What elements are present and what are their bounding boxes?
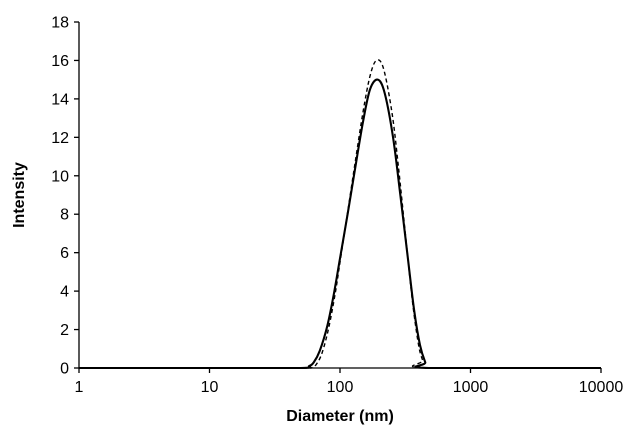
y-tick-label: 4 [60, 284, 69, 301]
y-axis: 0 2 4 6 8 10 12 14 16 18 [51, 15, 80, 378]
x-tick-label: 100 [327, 379, 354, 396]
x-tick-label: 10000 [579, 379, 624, 396]
x-ticks: 1 10 100 1000 10000 [75, 368, 624, 396]
y-tick-label: 8 [60, 207, 69, 224]
y-tick-label: 12 [51, 130, 69, 147]
y-tick-label: 14 [51, 91, 69, 108]
series-line-solid [79, 78, 601, 370]
x-axis: 1 10 100 1000 10000 [75, 367, 624, 396]
y-ticks: 0 2 4 6 8 10 12 14 16 18 [51, 15, 79, 378]
y-tick-label: 0 [60, 361, 69, 378]
series-layer [79, 59, 601, 370]
x-tick-label: 1 [75, 379, 84, 396]
y-tick-label: 2 [60, 322, 69, 339]
y-tick-label: 6 [60, 245, 69, 262]
y-tick-label: 18 [51, 15, 69, 32]
x-tick-label: 10 [201, 379, 219, 396]
x-axis-title: Diameter (nm) [286, 408, 394, 425]
x-tick-label: 1000 [453, 379, 489, 396]
series-line-dashed [79, 59, 601, 369]
y-tick-label: 16 [51, 53, 69, 70]
y-axis-title: Intensity [11, 162, 28, 228]
y-tick-label: 10 [51, 168, 69, 185]
